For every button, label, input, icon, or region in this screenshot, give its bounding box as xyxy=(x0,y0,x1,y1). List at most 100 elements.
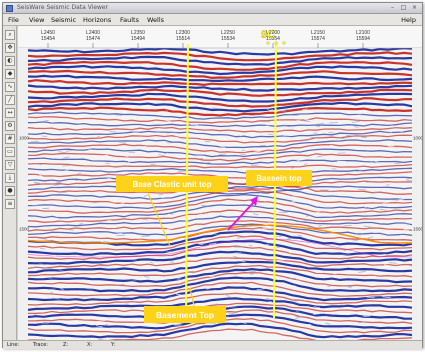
seismic-reflector xyxy=(27,223,413,236)
noise-stroke xyxy=(295,310,300,313)
settings-icon[interactable]: ⚙ xyxy=(5,121,15,131)
horizon-pick-icon[interactable]: ◆ xyxy=(5,69,15,79)
select-icon[interactable]: ▭ xyxy=(5,147,15,157)
color-scale-icon[interactable]: ◐ xyxy=(5,56,15,66)
noise-stroke xyxy=(352,239,358,242)
shotpoint-label: L2100 xyxy=(356,30,370,36)
noise-stroke xyxy=(136,144,141,146)
noise-stroke xyxy=(100,241,108,243)
base-clastic-label-box[interactable] xyxy=(116,176,228,192)
menu-wells[interactable]: Wells xyxy=(147,16,165,24)
noise-stroke xyxy=(227,312,234,314)
horizon-line xyxy=(27,238,412,258)
tool-palette: ⌕ ✥ ◐ ◆ ∿ ╱ ↔ ⚙ # ▭ ▽ ⤓ ● ≡ xyxy=(3,26,17,340)
noise-stroke xyxy=(192,225,196,228)
noise-stroke xyxy=(62,165,70,167)
line-label-dots xyxy=(266,41,286,45)
bassein-label-box[interactable] xyxy=(246,170,312,186)
noise-stroke xyxy=(383,264,390,267)
menu-faults[interactable]: Faults xyxy=(120,16,139,24)
shotpoint-header-band xyxy=(18,26,422,48)
noise-stroke xyxy=(266,298,274,301)
seismic-section-view[interactable]: L2450 15454 L2400 15474 L2350 15494 L2300 15514… xyxy=(18,26,422,340)
app-window: SeisWare Seismic Data Viewer – □ × File … xyxy=(2,2,423,349)
seismic-reflector xyxy=(28,328,413,340)
noise-stroke xyxy=(187,272,196,275)
minimize-button[interactable]: – xyxy=(391,4,394,11)
noise-stroke xyxy=(210,254,216,257)
basement-label: Basement Top xyxy=(156,310,214,320)
seismic-reflector xyxy=(27,106,413,117)
noise-stroke xyxy=(144,275,150,278)
noise-stroke xyxy=(93,201,99,204)
shotpoint-label: L2250 xyxy=(221,30,235,36)
noise-stroke xyxy=(217,135,222,137)
pan-icon[interactable]: ✥ xyxy=(5,43,15,53)
trace-icon[interactable]: ∿ xyxy=(5,82,15,92)
noise-stroke xyxy=(300,271,306,274)
seismic-reflector xyxy=(27,92,413,103)
noise-stroke xyxy=(300,139,309,142)
line-label-dot xyxy=(266,41,270,45)
noise-stroke xyxy=(208,242,217,245)
menu-help[interactable]: Help xyxy=(401,16,416,24)
noise-stroke xyxy=(141,145,147,148)
noise-stroke xyxy=(275,259,285,262)
seismic-reflector xyxy=(27,204,413,219)
noise-stroke xyxy=(341,254,351,256)
seismic-reflector xyxy=(27,198,413,214)
noise-stroke xyxy=(345,323,352,325)
noise-stroke xyxy=(49,121,54,124)
noise-stroke xyxy=(31,314,37,317)
noise-stroke xyxy=(47,254,56,257)
export-icon[interactable]: ⤓ xyxy=(5,173,15,183)
app-icon xyxy=(6,5,13,12)
noise-stroke xyxy=(79,222,83,225)
noise-stroke xyxy=(303,162,308,166)
grid-icon[interactable]: # xyxy=(5,134,15,144)
noise-stroke xyxy=(352,114,361,117)
noise-stroke xyxy=(313,312,321,315)
noise-stroke xyxy=(237,184,242,187)
seismic-reflector xyxy=(27,101,413,113)
noise-stroke xyxy=(389,127,398,129)
noise-stroke xyxy=(39,174,43,177)
menu-horizons[interactable]: Horizons xyxy=(83,16,112,24)
measure-icon[interactable]: ↔ xyxy=(5,108,15,118)
well-icon[interactable]: ● xyxy=(5,186,15,196)
close-button[interactable]: × xyxy=(411,4,418,11)
bassein-pointer xyxy=(227,201,255,231)
noise-stroke xyxy=(163,152,168,155)
noise-stroke xyxy=(103,240,109,243)
seismic-reflector xyxy=(27,302,413,315)
seismic-traces xyxy=(27,47,413,340)
seismic-reflector xyxy=(27,51,413,62)
noise-stroke xyxy=(313,211,320,214)
fault-icon[interactable]: ╱ xyxy=(5,95,15,105)
noise-stroke xyxy=(261,254,270,257)
menu-file[interactable]: File xyxy=(8,16,19,24)
noise-stroke xyxy=(198,290,208,292)
menu-seismic[interactable]: Seismic xyxy=(51,16,77,24)
zoom-icon[interactable]: ⌕ xyxy=(5,30,15,40)
filter-icon[interactable]: ▽ xyxy=(5,160,15,170)
layers-icon[interactable]: ≡ xyxy=(5,199,15,209)
noise-stroke xyxy=(363,225,372,228)
noise-stroke xyxy=(372,191,381,194)
seismic-reflector xyxy=(27,47,413,56)
menu-view[interactable]: View xyxy=(29,16,45,24)
window-title: SeisWare Seismic Data Viewer xyxy=(17,4,109,11)
shotpoint-label: L2350 xyxy=(131,30,145,36)
noise-stroke xyxy=(110,291,116,294)
maximize-button[interactable]: □ xyxy=(400,4,407,11)
noise-stroke xyxy=(253,213,259,216)
noise-stroke xyxy=(291,114,299,117)
basement-label-box[interactable] xyxy=(144,306,226,323)
noise-stroke xyxy=(39,263,46,266)
noise-stroke xyxy=(239,153,246,156)
noise-stroke xyxy=(227,308,232,311)
seismic-reflector xyxy=(27,189,413,205)
noise-stroke xyxy=(252,227,259,230)
noise-stroke xyxy=(306,215,311,217)
